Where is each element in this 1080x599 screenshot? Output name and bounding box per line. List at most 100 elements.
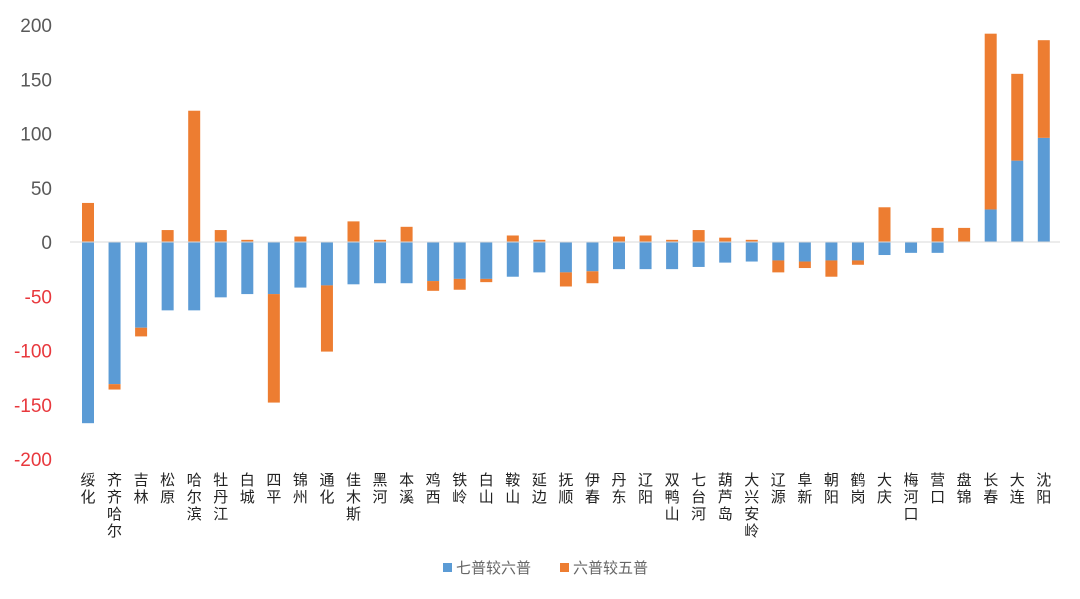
y-axis-ticks: 200 150 100 50 0 -50 -100 -150 -200 <box>14 16 52 471</box>
x-tick-label: 丹东 <box>611 471 626 506</box>
bar-1-32 <box>931 242 944 253</box>
x-tick-label: 七台河 <box>691 471 706 523</box>
x-tick-label: 牡丹江 <box>213 471 228 523</box>
bar-1-14 <box>453 242 466 279</box>
bar-1-9 <box>320 242 333 286</box>
y-tick-label: 50 <box>31 179 52 200</box>
bar-1-28 <box>825 242 838 261</box>
bar-2-17 <box>533 239 546 242</box>
y-tick-label: -150 <box>14 396 52 417</box>
x-tick-label: 大兴安岭 <box>744 471 759 540</box>
x-tick-label: 白城 <box>240 471 255 506</box>
x-tick-label: 四平 <box>266 471 281 506</box>
bar-2-7 <box>267 294 280 403</box>
bar-1-21 <box>639 242 652 270</box>
bar-1-22 <box>666 242 679 270</box>
bar-1-35 <box>1011 160 1024 243</box>
bar-1-13 <box>427 242 440 282</box>
x-tick-label: 白山 <box>479 471 494 506</box>
bar-1-34 <box>984 209 997 242</box>
bar-1-11 <box>374 242 387 284</box>
x-tick-label: 黑河 <box>373 471 388 506</box>
bar-2-15 <box>480 278 493 283</box>
x-tick-label: 朝阳 <box>824 471 839 506</box>
x-tick-label: 沈阳 <box>1036 471 1051 506</box>
x-tick-label: 哈尔滨 <box>187 471 202 523</box>
bar-2-35 <box>1011 73 1024 161</box>
x-tick-label: 鹤岗 <box>850 471 865 506</box>
legend-label-series-2: 六普较五普 <box>573 559 648 577</box>
bar-1-2 <box>135 242 148 328</box>
y-tick-label: -200 <box>14 450 52 471</box>
bar-2-10 <box>347 221 360 242</box>
bar-1-15 <box>480 242 493 279</box>
bar-2-20 <box>613 236 625 242</box>
bar-1-16 <box>506 242 519 277</box>
bar-2-11 <box>374 239 387 242</box>
bar-2-18 <box>559 272 572 287</box>
bar-2-22 <box>666 239 679 242</box>
y-tick-label: 200 <box>20 16 52 37</box>
bar-2-24 <box>719 237 732 242</box>
y-tick-label: 0 <box>41 233 52 254</box>
x-tick-label: 辽源 <box>771 471 786 506</box>
x-tick-label: 大庆 <box>877 471 892 506</box>
bar-1-36 <box>1037 137 1050 242</box>
x-tick-label: 阜新 <box>797 471 812 506</box>
bar-2-1 <box>108 384 121 390</box>
y-tick-label: 150 <box>20 70 52 91</box>
bar-2-23 <box>692 230 705 242</box>
bar-2-29 <box>851 260 864 265</box>
bar-1-19 <box>586 242 599 272</box>
bar-1-0 <box>82 242 94 424</box>
x-tick-label: 抚顺 <box>558 471 573 506</box>
y-tick-label: -100 <box>14 342 52 363</box>
x-tick-label: 延边 <box>532 471 547 506</box>
bar-1-29 <box>851 242 864 261</box>
bar-2-6 <box>241 239 254 242</box>
bar-1-12 <box>400 242 413 284</box>
x-axis-ticks: 绥化齐齐哈尔吉林松原哈尔滨牡丹江白城四平锦州通化佳木斯黑河本溪鸡西铁岭白山鞍山延… <box>80 471 1051 540</box>
x-tick-label: 长春 <box>983 471 998 506</box>
x-tick-label: 通化 <box>319 471 334 506</box>
bar-2-33 <box>958 227 971 243</box>
bar-2-14 <box>453 278 466 290</box>
bar-1-23 <box>692 242 705 267</box>
bar-1-31 <box>905 242 918 253</box>
bar-2-28 <box>825 260 838 277</box>
bar-2-36 <box>1037 40 1050 138</box>
x-tick-label: 鸡西 <box>426 471 441 506</box>
x-tick-label: 大连 <box>1010 471 1025 506</box>
bar-2-25 <box>745 239 758 242</box>
bar-1-5 <box>214 242 227 298</box>
bar-1-10 <box>347 242 360 285</box>
x-tick-label: 铁岭 <box>452 471 467 506</box>
legend-swatch-series-1 <box>443 563 452 572</box>
bar-1-26 <box>772 242 785 261</box>
bar-2-5 <box>214 230 227 242</box>
bar-2-13 <box>427 281 440 291</box>
bar-1-6 <box>241 242 254 295</box>
bar-1-24 <box>719 242 732 263</box>
x-tick-label: 吉林 <box>134 471 149 506</box>
bar-2-0 <box>82 202 94 242</box>
x-tick-label: 佳木斯 <box>346 471 361 523</box>
x-tick-label: 齐齐哈尔 <box>107 471 122 540</box>
bar-2-19 <box>586 271 599 284</box>
bar-2-3 <box>161 230 174 242</box>
bar-1-3 <box>161 242 174 311</box>
bar-1-8 <box>294 242 307 288</box>
x-tick-label: 松原 <box>160 471 175 506</box>
bar-2-2 <box>135 327 148 337</box>
bar-2-4 <box>188 110 201 242</box>
x-tick-label: 葫芦岛 <box>718 471 733 523</box>
bar-1-30 <box>878 242 891 256</box>
x-tick-label: 辽阳 <box>638 471 653 506</box>
bar-2-16 <box>506 235 519 242</box>
y-tick-label: 100 <box>20 125 52 146</box>
bar-1-27 <box>798 242 811 262</box>
x-tick-label: 营口 <box>930 471 945 506</box>
x-tick-label: 双鸭山 <box>665 471 680 523</box>
x-tick-label: 绥化 <box>80 471 95 506</box>
